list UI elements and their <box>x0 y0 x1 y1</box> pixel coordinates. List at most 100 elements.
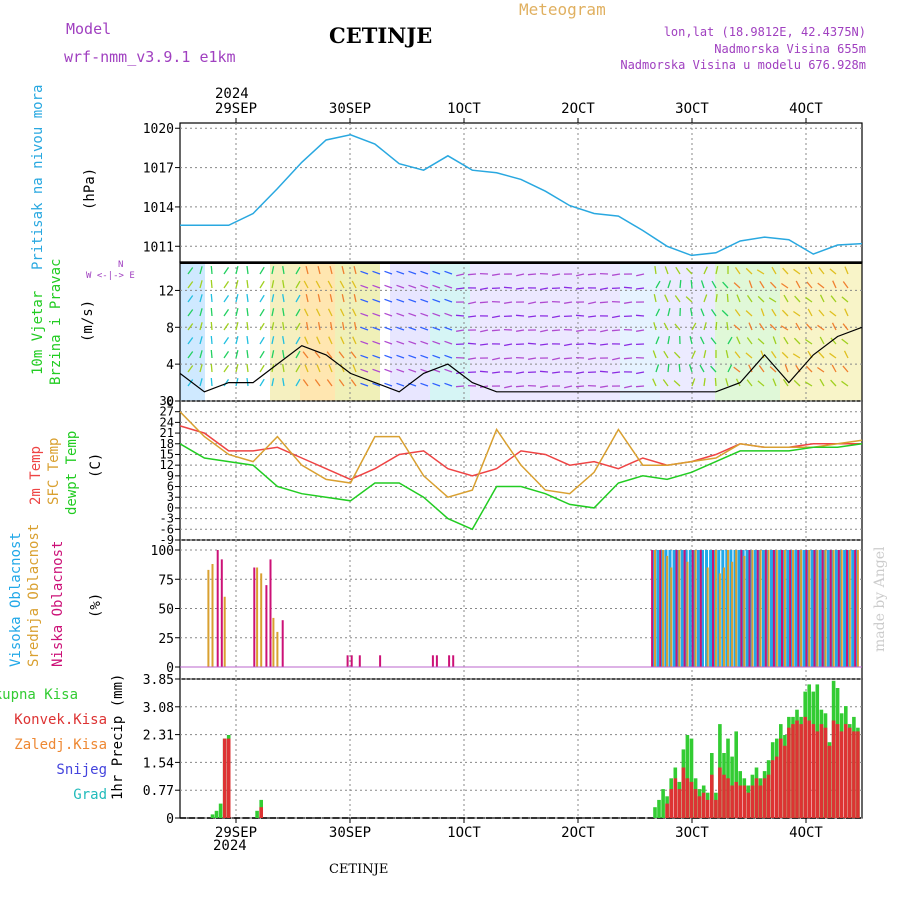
precip-bar <box>787 716 791 818</box>
wind-arrow <box>733 324 741 331</box>
precip-bar <box>795 720 799 818</box>
precip-bar <box>750 774 755 818</box>
precip-bar <box>823 727 828 818</box>
wind-arrow <box>599 301 609 304</box>
pressure-tick-label: 1017 <box>143 162 174 177</box>
temp-tick-label: 9 <box>167 469 174 483</box>
wind-arrow <box>611 273 621 276</box>
wind-arrow <box>733 282 741 289</box>
bottom-day-label: 3OCT <box>675 825 709 841</box>
wind-arrow <box>652 350 657 359</box>
wind-arrow <box>187 295 194 303</box>
wind-arrow <box>654 266 657 275</box>
wind-arrow <box>420 312 429 317</box>
wind-arrow <box>444 312 453 317</box>
wind-arrow <box>771 308 777 317</box>
wind-arrow <box>771 266 777 275</box>
wind-arrow <box>795 364 801 373</box>
wind-arrow <box>303 308 309 317</box>
precip-bar <box>226 735 231 818</box>
wind-arrow <box>271 280 275 289</box>
precip-bar <box>214 810 219 818</box>
wind-arrow <box>758 365 765 373</box>
wind-arrow <box>734 267 741 275</box>
wind-arrow <box>303 280 309 289</box>
wind-arrow <box>793 337 801 345</box>
wind-arrow <box>282 307 285 317</box>
wind-arrow <box>664 294 669 303</box>
wind-arrow <box>551 315 561 319</box>
wind-arrow <box>223 351 230 359</box>
wind-arrow <box>432 340 441 345</box>
wind-arrow <box>199 280 203 289</box>
precip-bar <box>714 799 718 818</box>
temp-tick-label: -3 <box>160 512 174 526</box>
wind-arrow <box>282 321 285 331</box>
wind-arrow <box>748 364 753 373</box>
wind-arrow <box>691 350 696 359</box>
precip-bar <box>754 778 759 818</box>
precip-bar <box>803 716 807 818</box>
wind-arrow <box>295 364 301 373</box>
wind-arrow <box>768 297 777 303</box>
wind-arrow <box>539 370 549 373</box>
wind-arrow <box>259 336 265 345</box>
precip-frame <box>179 678 863 819</box>
precip-bar <box>738 771 742 818</box>
wind-arrow <box>302 379 309 387</box>
wind-arrow <box>663 350 669 359</box>
wind-arrow <box>317 321 321 331</box>
wind-arrow <box>795 322 801 331</box>
wind-arrow <box>372 354 381 359</box>
precip-tick-label: 0.77 <box>143 784 174 799</box>
wind-arrow <box>636 287 645 290</box>
wind-arrow <box>674 323 681 331</box>
wind-arrow <box>623 357 633 360</box>
wind-arrow <box>807 350 813 359</box>
wind-arrow <box>396 270 405 275</box>
legend-hail: Grad <box>73 787 107 803</box>
wind-arrow <box>818 309 825 317</box>
wind-arrow <box>235 280 239 289</box>
wind-arrow <box>468 301 477 305</box>
wind-arrow <box>830 295 837 303</box>
temp-tick-label: 24 <box>160 415 174 429</box>
wind-arrow <box>408 284 417 289</box>
top-day-label: 30SEP <box>329 101 371 117</box>
precip-bar <box>693 789 698 818</box>
wind-arrow <box>781 351 789 359</box>
wind-arrow <box>662 379 669 387</box>
precip-bar <box>791 724 795 818</box>
wind-arrow <box>350 351 357 359</box>
precip-bar <box>775 738 779 818</box>
wind-arrow <box>199 336 203 345</box>
wind-arrow <box>563 286 573 289</box>
pressure-label: Pritisak na nivou mora <box>30 84 46 270</box>
wind-arrow <box>667 308 671 317</box>
wind-arrow <box>806 323 813 331</box>
wind-arrow <box>479 370 489 373</box>
wind-band <box>715 262 780 401</box>
wind-arrow <box>360 326 369 331</box>
wind-arrow <box>327 308 333 317</box>
wind-arrow <box>588 315 597 318</box>
wind-arrow <box>305 321 309 331</box>
wind-arrow <box>444 340 453 345</box>
precip-bar <box>222 738 227 818</box>
wind-arrow <box>282 349 285 359</box>
wind-arrow <box>527 273 537 276</box>
wind-arrow <box>479 287 489 291</box>
wind-arrow <box>655 280 661 289</box>
wind-arrow <box>722 281 729 289</box>
wind-arrow <box>841 380 849 387</box>
wind-speed-line <box>179 326 863 393</box>
wind-arrow <box>444 368 453 373</box>
wind-arrow <box>757 295 765 303</box>
wind-arrow <box>772 378 777 387</box>
wind-arrow <box>408 298 417 303</box>
wind-arrow <box>563 343 573 347</box>
wind-arrow <box>711 280 717 289</box>
pressure-unit: (hPa) <box>82 167 98 210</box>
city-title: CETINJE <box>329 23 433 48</box>
wind-arrow <box>515 371 525 375</box>
